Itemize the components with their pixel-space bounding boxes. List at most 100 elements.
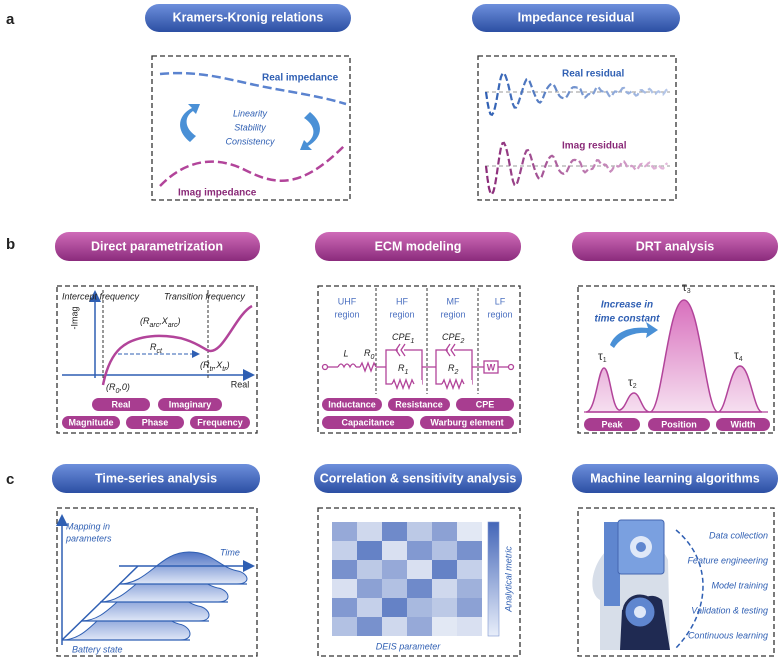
label-part: ) [176, 316, 180, 326]
time-series-humps [61, 551, 255, 641]
label-part: ,X [159, 316, 169, 326]
label: Transition frequency [164, 291, 245, 301]
title: Direct parametrization [91, 239, 223, 253]
title-pill [52, 464, 260, 493]
tag-label: CPE [476, 399, 495, 409]
tag-label: Real [111, 399, 130, 409]
label: Consistency [225, 136, 275, 146]
label: R2 [448, 363, 459, 375]
label: Imag residual [562, 141, 627, 152]
label-part: R [398, 363, 405, 373]
cycle-arrow [300, 112, 320, 150]
heat-cell [432, 598, 457, 617]
label: Real impedance [262, 73, 339, 84]
tag-pill [388, 398, 450, 411]
heat-cell [382, 579, 407, 598]
label-part: 2 [460, 338, 465, 345]
label: CPE1 [392, 332, 415, 344]
label-part: ,0) [119, 382, 130, 392]
label-part: 3 [687, 288, 691, 295]
heat-cell [332, 541, 357, 560]
axis-label: -Imag [69, 306, 79, 329]
heat-cell [382, 541, 407, 560]
tag-pill [158, 398, 222, 411]
label-part: ct [157, 348, 164, 355]
heat-cell [457, 617, 482, 636]
label-part: 0 [116, 388, 120, 395]
imag-curve [159, 145, 345, 187]
heat-cell [382, 598, 407, 617]
label: L [343, 348, 348, 358]
panel-label: c [6, 471, 14, 488]
resistor [391, 378, 465, 390]
heat-cell [382, 560, 407, 579]
heat-cell [382, 522, 407, 541]
title-pill [572, 232, 778, 261]
label-part: τ [682, 280, 687, 294]
axis [61, 565, 139, 641]
heat-cell [357, 560, 382, 579]
heat-cell [407, 541, 432, 560]
drt-peaks [585, 299, 763, 413]
heat-cell [382, 617, 407, 636]
region-label: region [334, 309, 359, 319]
label-part: 1 [603, 357, 607, 364]
label: Linearity [233, 108, 268, 118]
title-pill [314, 464, 522, 493]
tag-pill [126, 416, 184, 429]
note: Increase in [601, 300, 653, 311]
label-part: 2 [454, 369, 459, 376]
heat-cell [457, 522, 482, 541]
tau: τ4 [734, 348, 743, 363]
step: Validation & testing [691, 605, 768, 615]
label: R0 [364, 348, 375, 360]
label-part: (R [140, 316, 150, 326]
panel-label: a [6, 11, 15, 28]
label: Stability [234, 122, 266, 132]
label-part: τ [628, 375, 633, 389]
label-part: ) [226, 360, 230, 370]
panel-box [56, 285, 258, 434]
heat-cell [457, 541, 482, 560]
nyquist-curve [101, 304, 253, 386]
tag-pill [648, 418, 710, 431]
heat-cell [357, 522, 382, 541]
tag-label: Capacitance [341, 417, 394, 427]
step: Feature engineering [687, 555, 768, 565]
heat-cell [457, 579, 482, 598]
heat-cell [432, 522, 457, 541]
label-part: R [364, 348, 371, 358]
label-part: arc [150, 322, 160, 329]
label-part: arc [168, 322, 178, 329]
title-pill [572, 464, 778, 493]
heat-cell [357, 541, 382, 560]
heat-cell [357, 617, 382, 636]
heat-cell [332, 598, 357, 617]
region-label: HF [396, 296, 408, 306]
tau: τ2 [628, 375, 637, 390]
label: (Rtr,Xtr) [200, 360, 230, 372]
tag-label: Frequency [197, 417, 243, 427]
tag-pill [62, 416, 120, 429]
tag-pill [92, 398, 150, 411]
residual-curves [484, 72, 669, 196]
title-pill [145, 4, 351, 32]
label: parameters [65, 533, 112, 543]
label: Imag impedance [178, 188, 257, 199]
cycle-arrow [180, 104, 200, 142]
label-part: 2 [633, 383, 637, 390]
step: Model training [711, 580, 768, 590]
label-part: 0 [371, 354, 375, 361]
title: Impedance residual [518, 10, 635, 24]
label-part: 1 [411, 338, 415, 345]
title-pill [472, 4, 680, 32]
heat-cell [407, 598, 432, 617]
label: CPE2 [442, 332, 465, 344]
label-part: R [150, 342, 157, 352]
label-part: CPE [442, 332, 462, 342]
residual-curve [484, 72, 669, 117]
tag-pill [190, 416, 250, 429]
heat-cell [432, 617, 457, 636]
label-part: τ [734, 348, 739, 362]
tag-pill [322, 416, 414, 429]
